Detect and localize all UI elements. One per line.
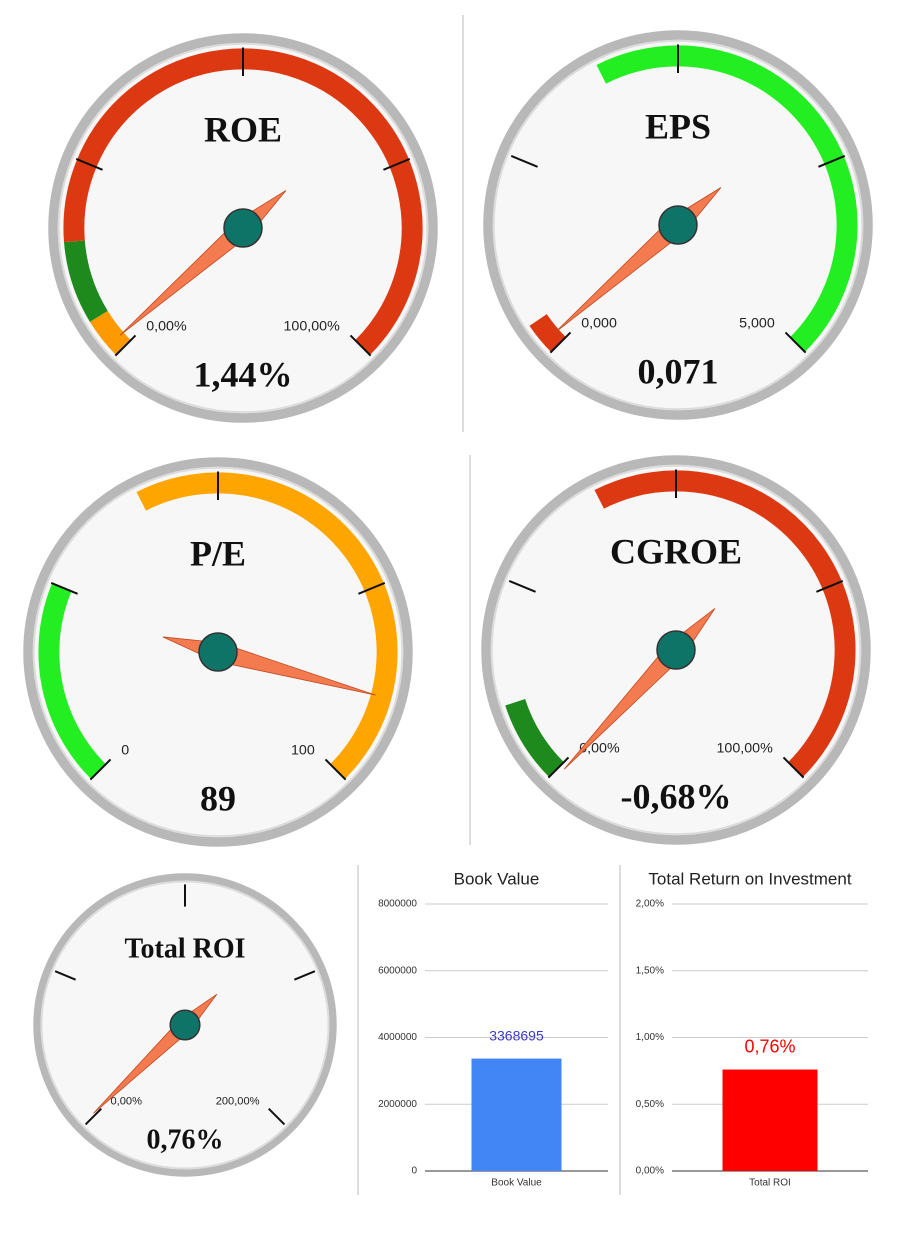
bar (722, 1069, 818, 1171)
y-tick-label: 0 (411, 1166, 417, 1177)
gauge-value: 0,071 (638, 351, 719, 391)
gauge-rim-inner (490, 464, 862, 836)
y-tick-label: 2,00% (636, 899, 664, 910)
chart-title: Book Value (454, 869, 540, 888)
min-label: 0 (121, 743, 129, 759)
max-label: 100,00% (716, 741, 773, 757)
max-label: 100 (291, 743, 315, 759)
gauge-title: ROE (204, 109, 282, 149)
y-tick-label: 4000000 (378, 1032, 417, 1043)
min-label: 0,000 (581, 316, 617, 332)
needle-hub (169, 1009, 201, 1041)
max-label: 5,000 (739, 316, 775, 332)
gauge-title: CGROE (610, 531, 742, 571)
y-tick-label: 0,50% (636, 1099, 664, 1110)
gauge-rim-inner (40, 880, 330, 1170)
x-tick-label: Total ROI (749, 1178, 791, 1189)
needle-hub (658, 205, 698, 245)
gauge-band (63, 48, 423, 355)
tick-mark (50, 582, 78, 595)
tick-mark (349, 334, 372, 357)
tick-mark (784, 331, 807, 354)
gauge-rim-inner (57, 42, 429, 414)
tick-mark (547, 756, 570, 779)
bar (471, 1058, 562, 1171)
tick-mark (508, 580, 536, 593)
gauge-band (596, 45, 858, 352)
needle-hub (656, 630, 696, 670)
tick-mark (89, 758, 112, 781)
gauge-rim-inner (492, 39, 864, 411)
gauge-title: P/E (190, 533, 246, 573)
min-label: 0,00% (146, 319, 187, 335)
gauge-value: 1,44% (194, 354, 293, 394)
gauge-title: EPS (645, 106, 711, 146)
y-tick-label: 1,50% (636, 965, 664, 976)
y-tick-label: 6000000 (378, 965, 417, 976)
tick-mark (782, 756, 805, 779)
y-tick-label: 0,00% (636, 1166, 664, 1177)
data-label: 0,76% (744, 1036, 795, 1056)
tick-mark (510, 155, 538, 168)
tick-mark (818, 155, 846, 168)
tick-mark (114, 334, 137, 357)
gauge-band (38, 583, 106, 779)
gauge-rim-inner (32, 466, 404, 838)
tick-mark (54, 970, 76, 981)
gauge-value: -0,68% (621, 776, 732, 816)
gauge-band (594, 470, 856, 777)
tick-mark (84, 1108, 102, 1126)
needle-hub (198, 632, 238, 672)
max-label: 200,00% (216, 1095, 260, 1107)
y-tick-label: 1,00% (636, 1032, 664, 1043)
tick-mark (816, 580, 844, 593)
tick-mark (75, 158, 103, 171)
tick-mark (383, 158, 411, 171)
max-label: 100,00% (283, 319, 340, 335)
tick-mark (294, 970, 316, 981)
chart-title: Total Return on Investment (648, 869, 851, 888)
x-tick-label: Book Value (491, 1178, 542, 1189)
gauge-value: 0,76% (147, 1124, 224, 1155)
needle-hub (223, 208, 263, 248)
gauge-band (64, 240, 108, 322)
min-label: 0,00% (111, 1095, 143, 1107)
tick-mark (549, 331, 572, 354)
tick-mark (268, 1108, 286, 1126)
gauge-band (505, 698, 564, 777)
y-tick-label: 8000000 (378, 899, 417, 910)
gauge-title: Total ROI (124, 933, 245, 964)
gauge-band (136, 472, 398, 779)
y-tick-label: 2000000 (378, 1099, 417, 1110)
data-label: 3368695 (489, 1027, 544, 1043)
gauge-value: 89 (200, 778, 236, 818)
tick-mark (324, 758, 347, 781)
tick-mark (358, 582, 386, 595)
